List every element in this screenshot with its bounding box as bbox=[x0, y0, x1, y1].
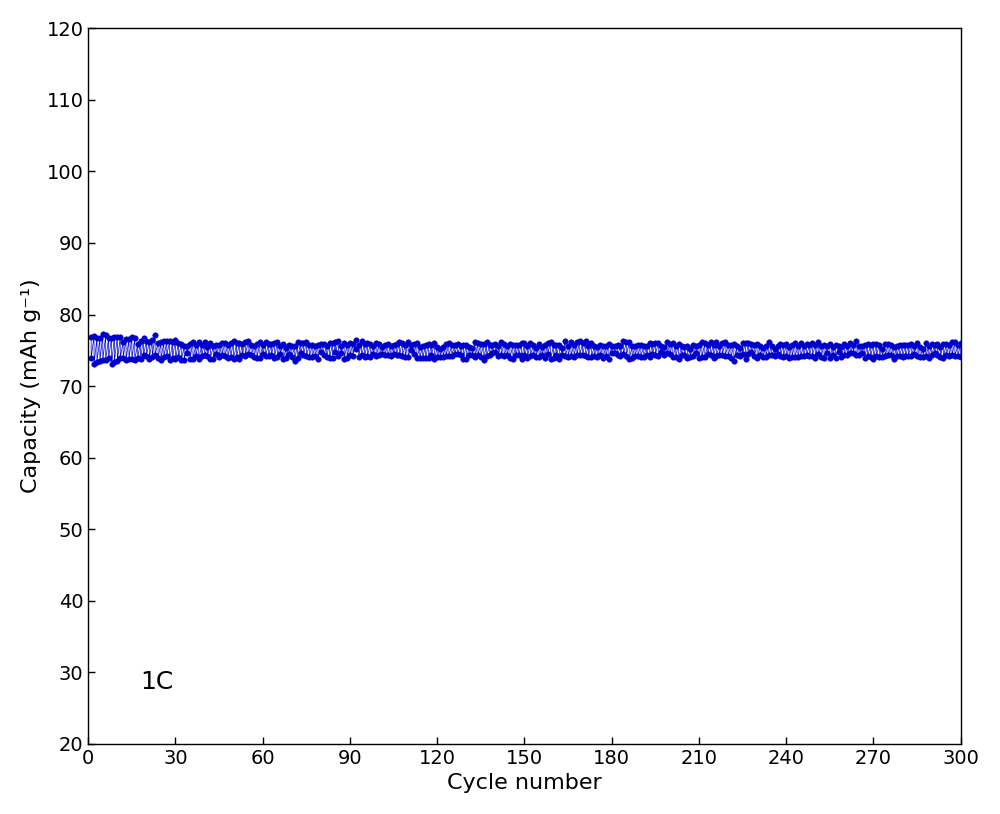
X-axis label: Cycle number: Cycle number bbox=[447, 773, 602, 793]
Text: 1C: 1C bbox=[141, 670, 174, 694]
Y-axis label: Capacity (mAh g⁻¹): Capacity (mAh g⁻¹) bbox=[21, 278, 41, 493]
